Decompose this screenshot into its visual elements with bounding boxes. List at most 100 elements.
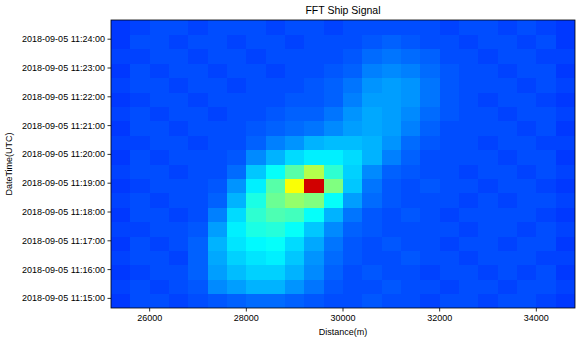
heat-cell	[266, 164, 286, 179]
heat-cell	[169, 279, 189, 294]
heat-cell	[324, 294, 344, 308]
heat-cell	[440, 265, 460, 280]
heat-cell	[324, 78, 344, 93]
heat-cell	[362, 92, 382, 107]
heat-cell	[324, 207, 344, 222]
heat-cell	[343, 135, 363, 150]
heat-cell	[111, 279, 131, 294]
y-tick-label: 2018-09-05 11:18:00	[22, 207, 105, 217]
heat-cell	[285, 178, 305, 193]
heat-cell	[517, 222, 537, 237]
heat-cell	[382, 222, 402, 237]
heat-cell	[169, 193, 189, 208]
heat-cell	[498, 164, 518, 179]
heat-cell	[227, 150, 247, 165]
heat-cell	[130, 135, 150, 150]
heat-cell	[285, 20, 305, 35]
heat-cell	[343, 236, 363, 251]
heat-cell	[150, 49, 170, 64]
heat-cell	[285, 34, 305, 49]
heat-cell	[227, 78, 247, 93]
heat-cell	[208, 222, 228, 237]
heat-cell	[401, 63, 421, 78]
heat-cell	[498, 250, 518, 265]
heat-cell	[111, 121, 131, 136]
heat-cell	[478, 164, 498, 179]
heat-cell	[517, 106, 537, 121]
heat-cell	[459, 150, 479, 165]
heat-cell	[324, 63, 344, 78]
heat-cell	[111, 236, 131, 251]
heat-cell	[169, 20, 189, 35]
y-tick	[108, 68, 112, 69]
heat-cell	[362, 135, 382, 150]
x-tick	[536, 308, 537, 312]
heat-cell	[266, 279, 286, 294]
heat-cell	[382, 78, 402, 93]
heat-cell	[111, 106, 131, 121]
heat-cell	[556, 49, 575, 64]
heat-cell	[556, 135, 575, 150]
heat-cell	[111, 207, 131, 222]
heat-cell	[208, 178, 228, 193]
heat-cell	[227, 20, 247, 35]
heat-cell	[285, 265, 305, 280]
heat-cell	[440, 279, 460, 294]
heat-cell	[188, 222, 208, 237]
heat-cell	[246, 135, 266, 150]
heat-cell	[536, 34, 556, 49]
heat-cell	[169, 135, 189, 150]
heat-cell	[188, 92, 208, 107]
heat-cell	[459, 78, 479, 93]
heat-cell	[420, 92, 440, 107]
heat-cell	[266, 178, 286, 193]
heat-cell	[227, 164, 247, 179]
heat-cell	[227, 279, 247, 294]
heat-cell	[401, 294, 421, 308]
heat-cell	[150, 193, 170, 208]
heat-cell	[130, 250, 150, 265]
heat-cell	[304, 92, 324, 107]
x-tick-label: 26000	[137, 313, 162, 323]
heat-cell	[188, 135, 208, 150]
heat-cell	[556, 20, 575, 35]
heat-cell	[401, 250, 421, 265]
heat-cell	[285, 294, 305, 308]
heat-cell	[536, 294, 556, 308]
heat-cell	[208, 207, 228, 222]
heat-cell	[459, 236, 479, 251]
heat-cell	[266, 135, 286, 150]
heat-cell	[478, 279, 498, 294]
heat-cell	[401, 135, 421, 150]
heat-cell	[111, 135, 131, 150]
heat-cell	[498, 63, 518, 78]
heat-cell	[478, 121, 498, 136]
heat-cell	[536, 150, 556, 165]
heat-cell	[440, 236, 460, 251]
heat-cell	[111, 92, 131, 107]
heat-cell	[536, 20, 556, 35]
heat-cell	[343, 164, 363, 179]
chart: 2018-09-05 11:15:002018-09-05 11:16:0020…	[0, 0, 582, 364]
heat-cell	[130, 49, 150, 64]
heat-cell	[208, 34, 228, 49]
heat-cell	[536, 106, 556, 121]
heat-cell	[285, 236, 305, 251]
heat-cell	[188, 121, 208, 136]
heat-cell	[401, 150, 421, 165]
heat-cell	[285, 121, 305, 136]
heat-cell	[420, 279, 440, 294]
heat-cell	[362, 20, 382, 35]
heat-cell	[285, 135, 305, 150]
heat-cell	[401, 78, 421, 93]
heat-cell	[420, 135, 440, 150]
heat-cell	[324, 49, 344, 64]
heat-cell	[478, 92, 498, 107]
heat-cell	[517, 135, 537, 150]
heat-cell	[150, 150, 170, 165]
y-tick	[108, 96, 112, 97]
heat-cell	[382, 294, 402, 308]
heat-cell	[478, 294, 498, 308]
heat-cell	[266, 49, 286, 64]
x-tick-label: 28000	[234, 313, 259, 323]
